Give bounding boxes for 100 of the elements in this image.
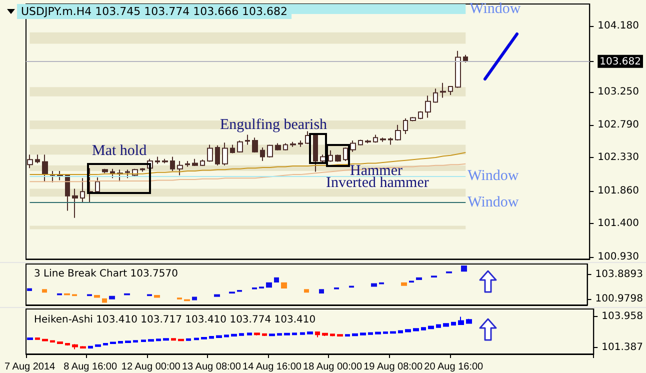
candlestick [461,266,467,272]
candlestick [207,144,213,162]
candlestick [254,332,260,336]
candlestick [413,328,419,332]
candlestick [65,174,70,212]
candlestick [440,82,446,98]
candlestick [245,134,250,146]
text: Heiken-Ashi 103.410 103.717 103.410 103.774 103.410 [34,314,316,326]
candlestick [57,341,63,344]
candlestick [215,144,220,166]
y-tick-label: 103.250 [598,86,640,98]
candlestick [94,295,100,298]
candlestick [201,336,207,340]
candlestick [27,336,33,340]
candlestick [403,118,408,135]
candlestick [315,331,320,338]
y-tick-label: 100.9798 [595,294,644,305]
candlestick [27,154,33,169]
x-tick-label: 13 Aug 08:00 [182,362,242,372]
candlestick [141,339,146,342]
annotation: Mat hold [92,143,147,159]
candlestick [398,330,403,334]
candlestick [304,289,309,293]
candlestick [178,338,184,342]
candlestick [328,150,333,162]
candlestick [436,324,441,328]
candlestick [300,332,305,336]
candlestick [283,142,288,151]
candlestick [383,331,388,334]
x-tick-label: 19 Aug 08:00 [364,362,423,372]
candlestick [425,95,431,118]
candlestick [443,322,449,327]
candlestick [267,144,273,158]
candlestick [162,158,168,164]
candlestick [275,142,281,151]
annotation: Engulfing bearish [220,117,328,133]
band-label: Window [470,0,521,17]
ref-line-label: Window [468,194,519,210]
candlestick [247,332,252,336]
candlestick [103,342,108,346]
y-tick-label: 101.387 [602,342,644,353]
candlestick [330,333,335,337]
candlestick [390,331,396,334]
candlestick [373,134,378,144]
candlestick [72,344,78,350]
candlestick [214,294,220,297]
candlestick [322,332,328,337]
candlestick [350,140,356,152]
candlestick [358,139,363,146]
candlestick [375,331,381,335]
candlestick [42,154,48,182]
candlestick [230,144,235,154]
candlestick [395,124,401,141]
y-tick-label: 103.8893 [595,269,644,280]
candlestick [42,289,47,293]
candlestick [345,334,350,337]
candlestick [352,333,358,336]
candlestick [140,168,145,172]
candlestick [433,88,438,104]
x-tick-label: 20 Aug 16:00 [424,362,484,372]
candlestick [170,156,175,172]
candlestick [155,156,160,164]
candlestick [405,328,411,332]
candlestick [290,141,296,148]
candlestick [292,332,297,336]
candlestick [35,337,40,340]
candlestick [222,142,228,166]
candlestick [319,289,324,294]
candlestick [262,333,267,337]
candlestick [156,338,161,342]
candlestick [337,334,343,338]
y-tick-label: 100.930 [598,252,640,262]
candlestick [277,332,282,336]
candlestick [185,160,190,168]
x-tick-label: 12 Aug 00:00 [121,362,181,372]
candlestick [80,178,85,204]
candlestick [274,277,279,283]
candlestick [35,154,40,164]
candlestick [343,147,348,162]
candlestick [368,332,373,336]
annotation: Inverted hammer [326,175,429,191]
candlestick [192,296,197,300]
candlestick [266,282,272,288]
candlestick [281,282,287,288]
candlestick [133,340,138,343]
candlestick [102,168,108,174]
candlestick [42,338,48,342]
candlestick [231,334,237,337]
candlestick [80,346,86,349]
x-tick-label: 8 Aug 16:00 [64,362,118,372]
candlestick [65,342,70,346]
candlestick [307,331,313,335]
candlestick [125,169,130,179]
candlestick [163,338,169,341]
candlestick [269,333,275,336]
candlestick [177,160,183,176]
x-tick-label: 7 Aug 2014 [4,362,56,372]
candlestick [110,341,116,344]
candlestick [102,298,107,303]
candlestick [410,116,416,122]
